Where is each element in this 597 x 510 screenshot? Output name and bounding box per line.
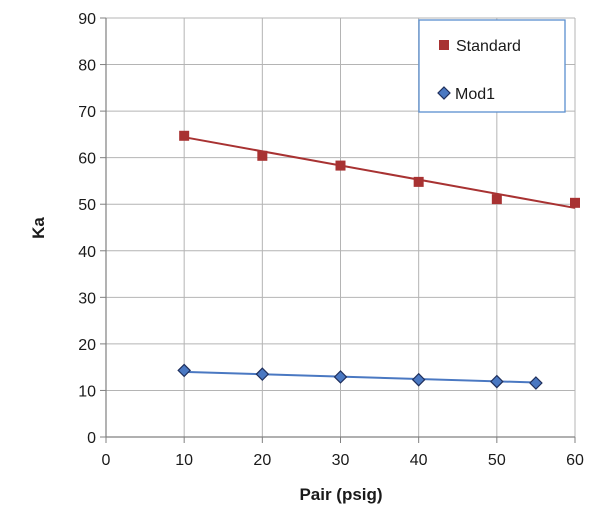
x-tick-label: 60 [566,452,584,469]
axes [100,17,576,443]
y-tick-label: 20 [78,337,96,354]
y-tick-labels: 0 10 20 30 40 50 60 70 80 90 [78,11,96,447]
legend: Standard Mod1 [418,19,566,113]
x-tick-label: 30 [332,452,350,469]
point-standard [491,194,502,205]
legend-marker-mod1 [437,86,451,100]
y-tick-label: 0 [87,430,96,447]
y-tick-label: 80 [78,58,96,75]
x-tick-label: 0 [102,452,111,469]
x-tick-labels: 0 10 20 30 40 50 60 [102,452,584,469]
data-points [177,130,580,390]
trendline-mod1 [184,370,536,384]
point-standard [570,197,580,208]
trendline-standard [183,136,576,209]
grid [106,17,576,437]
point-standard [257,150,268,161]
legend-label-standard: Standard [456,38,521,55]
point-standard [179,130,190,141]
point-mod1 [411,372,426,387]
y-tick-label: 70 [78,104,96,121]
x-tick-label: 10 [175,452,193,469]
point-standard [335,160,346,171]
y-tick-label: 40 [78,244,96,261]
x-axis-title: Pair (psig) [299,485,382,504]
legend-marker-standard [439,40,449,50]
point-mod1 [177,363,192,378]
y-tick-label: 90 [78,11,96,28]
y-tick-label: 10 [78,383,96,400]
x-tick-label: 20 [253,452,271,469]
x-tick-label: 50 [488,452,506,469]
point-mod1 [255,367,270,381]
x-tick-label: 40 [410,452,428,469]
point-mod1 [489,374,504,389]
trendlines [183,136,576,384]
y-tick-label: 50 [78,197,96,214]
legend-label-mod1: Mod1 [455,86,495,103]
point-mod1 [333,370,348,384]
point-standard [413,176,424,187]
y-tick-label: 60 [78,151,96,168]
y-tick-label: 30 [78,290,96,307]
point-mod1 [529,376,543,390]
y-axis-title: Ka [29,217,48,239]
